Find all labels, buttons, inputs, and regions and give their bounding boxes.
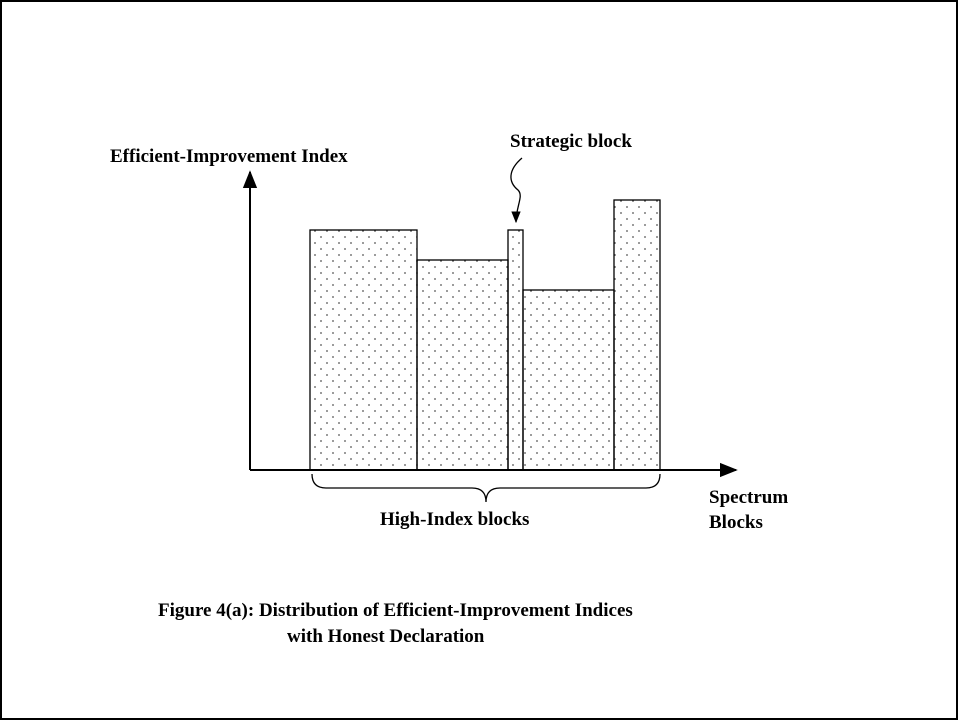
y-axis-label: Efficient-Improvement Index [110, 146, 348, 167]
strategic-arrow [510, 157, 523, 224]
caption: Figure 4(a): Distribution of Efficient-I… [158, 600, 633, 621]
x-axis-label: Spectrum [709, 487, 788, 508]
bar [522, 289, 615, 471]
brace-label: High-Index blocks [380, 509, 529, 530]
bars [309, 199, 661, 471]
bar [309, 229, 418, 471]
bar [507, 229, 524, 471]
bar [613, 199, 661, 471]
caption: with Honest Declaration [287, 626, 485, 647]
brace [311, 473, 661, 503]
x-axis-label: Blocks [709, 512, 763, 533]
strategic-label: Strategic block [510, 131, 632, 152]
bar [416, 259, 509, 471]
